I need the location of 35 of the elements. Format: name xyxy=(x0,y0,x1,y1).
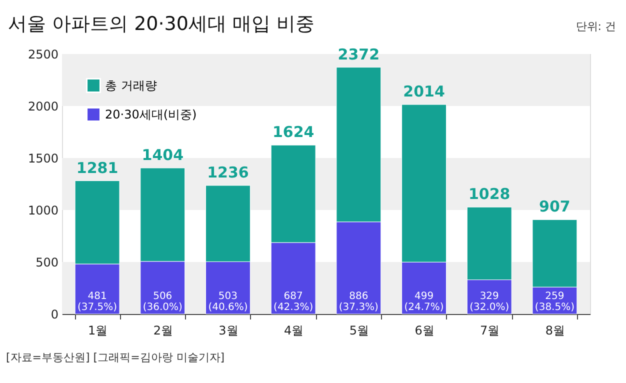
legend-label: 20·30세대(비중) xyxy=(105,108,197,122)
x-tick-label: 8월 xyxy=(545,324,566,338)
data-label: 499 (24.7%) xyxy=(404,291,444,313)
total-label: 907 xyxy=(539,198,570,216)
x-tick-label: 1월 xyxy=(88,324,108,338)
total-label: 1281 xyxy=(76,158,118,177)
chart-title: 서울 아파트의 20·30세대 매입 비중 xyxy=(8,13,315,35)
y-tick-label: 1000 xyxy=(28,204,58,218)
data-label: 503 (40.6%) xyxy=(208,291,248,313)
x-tick-label: 2월 xyxy=(153,324,173,338)
total-label: 1624 xyxy=(272,123,314,142)
y-tick-label: 0 xyxy=(50,308,58,322)
text: [자료=부동산원] [그래픽=김아랑 미술기자] xyxy=(6,351,225,364)
total-label: 1236 xyxy=(207,163,249,182)
x-tick-label: 4월 xyxy=(284,324,304,338)
y-tick-label: 2500 xyxy=(28,48,58,62)
total-label: 2014 xyxy=(403,82,445,101)
y-tick-label: 500 xyxy=(36,256,58,270)
data-label: 687 (42.3%) xyxy=(274,291,314,313)
legend-label: 총 거래량 xyxy=(105,78,157,92)
data-label: 329 (32.0%) xyxy=(470,291,510,313)
x-tick-label: 5월 xyxy=(349,324,369,338)
text: 단위: 건 xyxy=(576,20,616,33)
total-label: 1404 xyxy=(142,146,184,164)
x-tick-label: 6월 xyxy=(414,324,434,338)
x-tick-label: 3월 xyxy=(218,324,238,338)
data-label: 886 (37.3%) xyxy=(338,291,379,313)
y-tick-label: 2000 xyxy=(28,100,58,114)
total-label: 2372 xyxy=(338,45,380,64)
data-label: 259 (38.5%) xyxy=(534,291,575,313)
y-tick-label: 1500 xyxy=(28,152,58,166)
data-label: 481 (37.5%) xyxy=(78,291,118,313)
total-label: 1028 xyxy=(468,185,510,204)
x-tick-label: 7월 xyxy=(480,324,500,338)
data-label: 506 (36.0%) xyxy=(142,291,183,313)
